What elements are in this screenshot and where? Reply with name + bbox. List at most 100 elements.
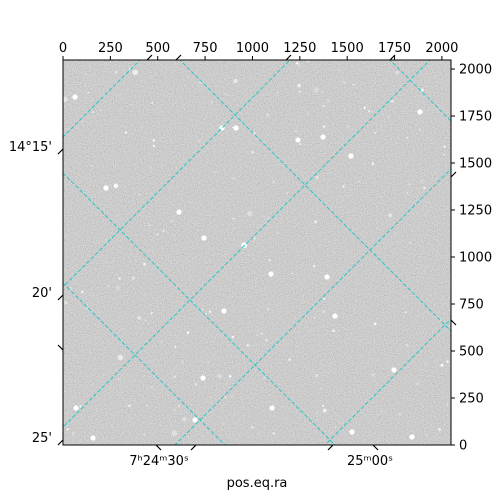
star	[173, 375, 177, 378]
star	[272, 180, 276, 183]
star	[207, 361, 210, 364]
star	[408, 183, 411, 186]
star	[298, 64, 301, 67]
star	[405, 344, 409, 347]
star	[63, 96, 68, 102]
world-tick-mark	[450, 319, 457, 326]
star	[416, 382, 419, 386]
star	[354, 247, 357, 250]
star	[332, 329, 335, 333]
star	[371, 162, 375, 165]
grid-line	[63, 60, 431, 428]
star	[253, 132, 256, 135]
star	[335, 320, 338, 323]
star	[291, 390, 294, 392]
star	[308, 331, 311, 333]
star	[349, 189, 351, 191]
star	[409, 241, 412, 244]
star	[380, 195, 383, 198]
star	[143, 207, 145, 210]
star	[163, 94, 165, 97]
star	[314, 429, 317, 432]
star	[288, 430, 291, 433]
star	[266, 113, 269, 117]
star	[388, 213, 393, 218]
star	[246, 344, 249, 347]
star	[403, 63, 406, 66]
star	[291, 357, 293, 360]
star	[299, 143, 302, 145]
star	[443, 145, 446, 148]
star	[187, 76, 190, 79]
world-coordinate-ticks	[57, 54, 457, 451]
star	[128, 404, 131, 408]
bright-star	[295, 137, 301, 143]
star	[295, 130, 297, 133]
star	[138, 193, 141, 196]
star	[160, 340, 163, 344]
star	[214, 304, 218, 307]
star	[115, 285, 121, 291]
star	[132, 69, 139, 76]
top-tick-label: 750	[193, 41, 218, 56]
bright-star	[201, 235, 207, 241]
star	[368, 264, 371, 267]
star	[315, 176, 319, 179]
star	[78, 421, 80, 423]
star	[443, 154, 445, 156]
star	[168, 114, 171, 117]
star	[365, 182, 367, 185]
star	[420, 179, 424, 183]
top-tick-label: 1250	[283, 41, 316, 56]
star	[367, 321, 370, 324]
star	[313, 87, 319, 93]
star	[139, 327, 142, 330]
star	[405, 163, 408, 165]
star	[396, 310, 398, 312]
star	[182, 416, 187, 422]
star	[233, 78, 238, 84]
star	[404, 311, 407, 314]
right-pixel-axis: 0 250 500 750 1000 1250 1500 1750 2000	[451, 63, 492, 454]
star	[425, 265, 428, 268]
star	[355, 394, 358, 397]
star	[257, 329, 260, 331]
bright-star	[221, 308, 227, 314]
star	[181, 360, 184, 363]
world-tick-mark	[57, 344, 64, 351]
star	[446, 404, 449, 406]
world-tick-mark	[175, 54, 182, 61]
star	[243, 110, 246, 113]
star	[260, 332, 263, 335]
grid-line	[389, 60, 451, 122]
star	[358, 181, 360, 183]
star	[232, 217, 235, 220]
star	[259, 383, 261, 385]
top-tick-label: 1000	[236, 41, 269, 56]
star	[322, 310, 326, 314]
star	[87, 91, 90, 94]
x-axis-title: pos.eq.ra	[227, 476, 288, 491]
star	[342, 185, 345, 188]
star	[152, 144, 155, 148]
star	[399, 413, 401, 415]
star	[196, 138, 202, 143]
star	[417, 164, 419, 166]
star	[372, 182, 375, 185]
star	[114, 70, 118, 74]
star	[422, 169, 424, 171]
star	[321, 404, 325, 407]
star	[231, 395, 234, 398]
star	[374, 132, 377, 134]
star	[150, 312, 153, 315]
star	[446, 360, 449, 363]
star	[149, 166, 152, 169]
star	[322, 104, 325, 108]
star	[406, 136, 408, 139]
top-tick-label: 1750	[378, 41, 411, 56]
star	[312, 265, 316, 268]
star	[81, 121, 83, 124]
star	[288, 358, 291, 361]
star	[330, 213, 332, 215]
star	[266, 307, 270, 311]
